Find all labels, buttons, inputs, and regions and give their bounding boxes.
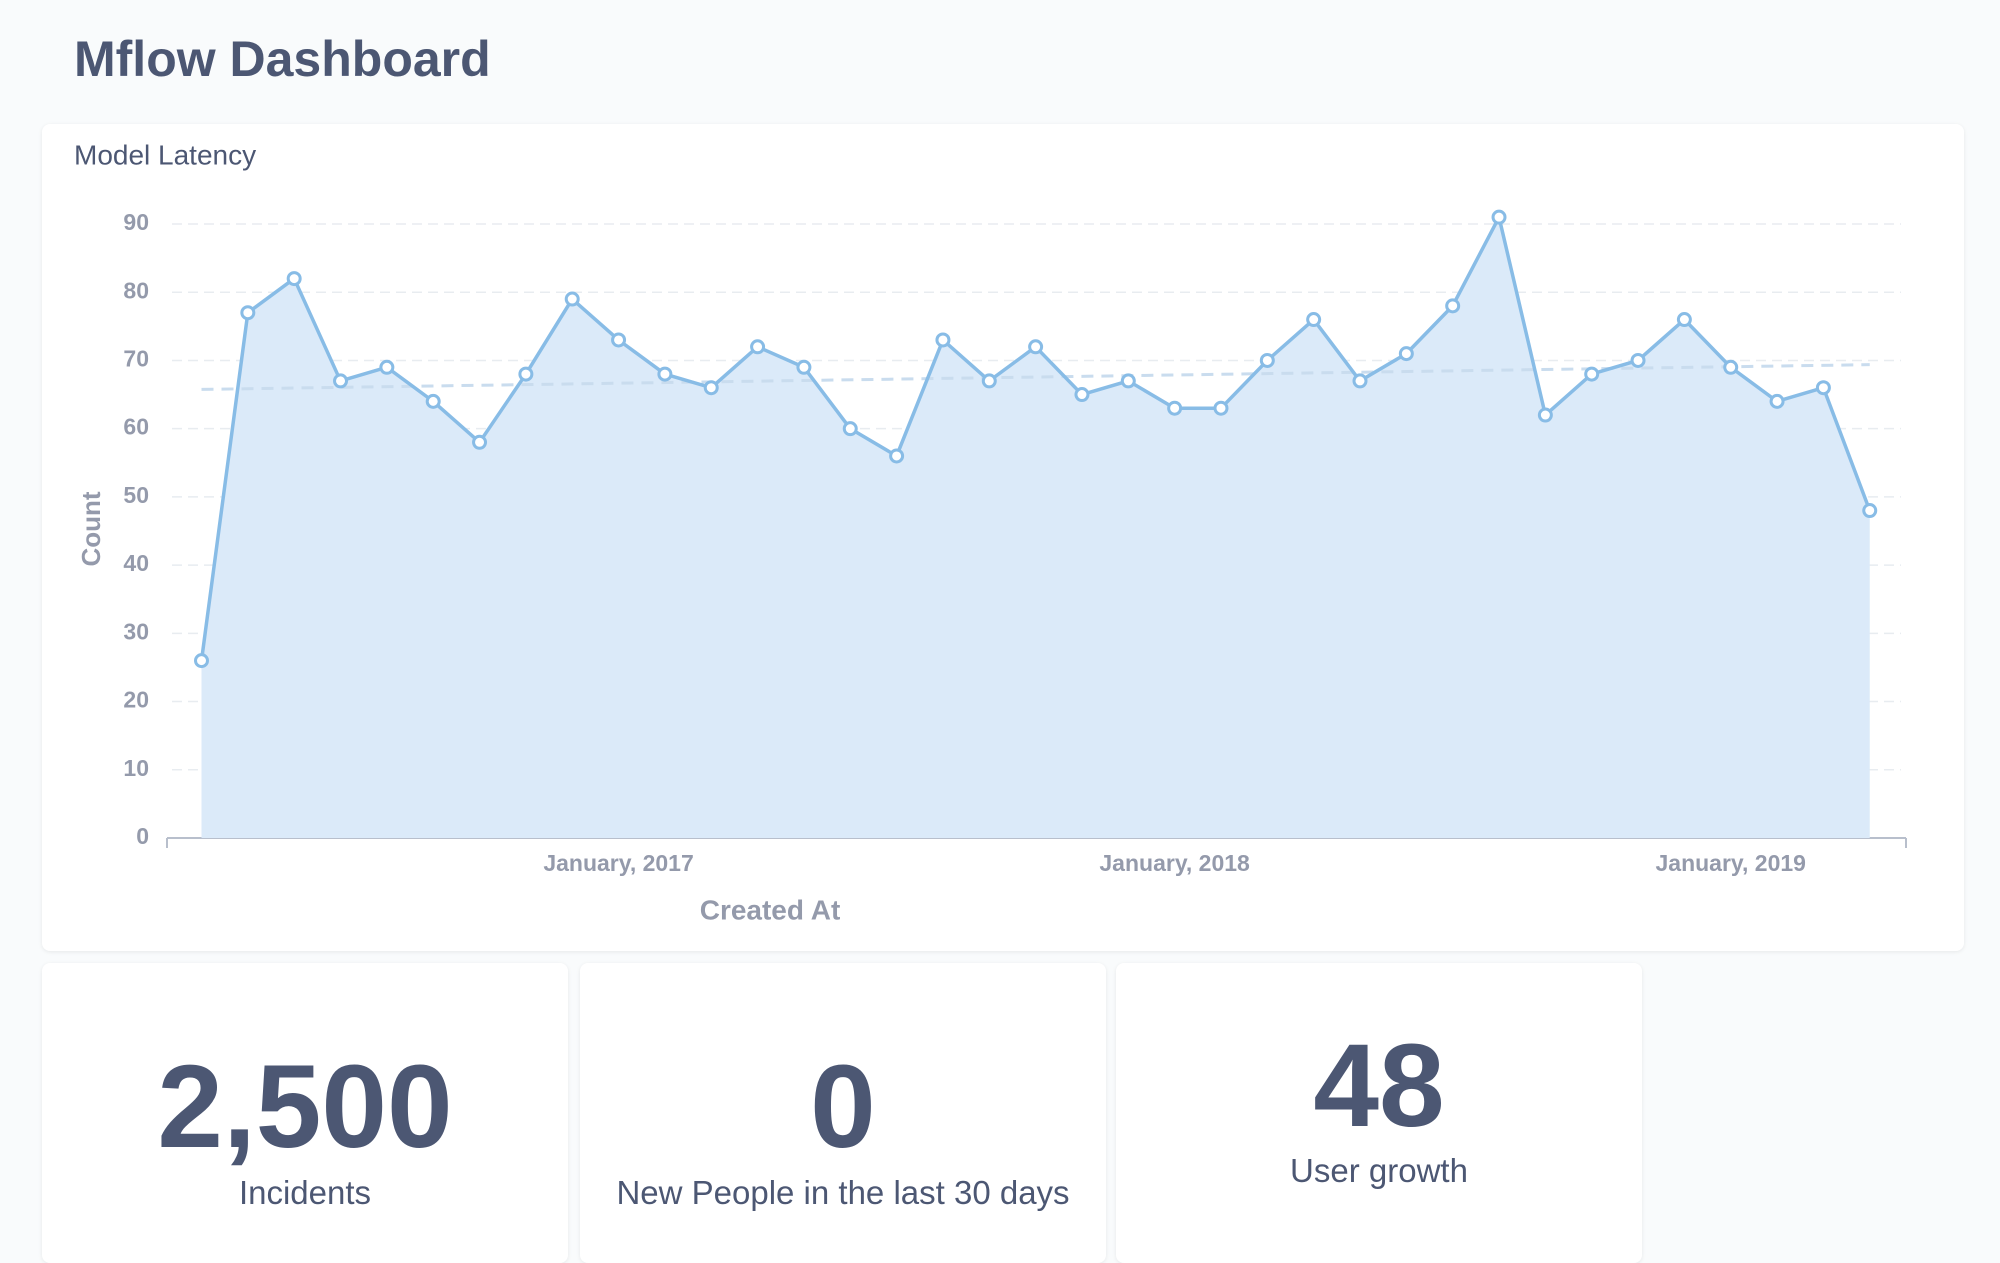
- data-point: [472, 434, 488, 450]
- dashboard-title: Mflow Dashboard: [74, 31, 491, 87]
- y-axis-label: Count: [76, 491, 106, 566]
- data-point: [333, 373, 349, 389]
- chart: Model Latency Created At Count 0 10 20 30 40…: [74, 139, 1907, 925]
- data-point: [1491, 209, 1507, 225]
- data-point: [657, 366, 673, 382]
- y-tick-label: 80: [123, 277, 149, 303]
- chart-title: Model Latency: [74, 139, 256, 170]
- area: [201, 217, 1870, 838]
- data-point: [1398, 346, 1414, 362]
- stat-label: Incidents: [238, 1174, 372, 1211]
- stat-card: 48 User growth: [1116, 963, 1642, 1263]
- data-point: [1769, 393, 1785, 409]
- stat-card: 2,500 Incidents: [42, 963, 568, 1263]
- data-point: [842, 421, 858, 437]
- stat-label: User growth: [1290, 1152, 1468, 1189]
- data-point: [1630, 352, 1646, 368]
- y-tick-label: 40: [123, 550, 149, 576]
- data-point: [1815, 380, 1831, 396]
- y-tick-label: 60: [123, 414, 149, 440]
- data-point: [611, 332, 627, 348]
- data-point: [425, 393, 441, 409]
- y-tick-label: 10: [123, 755, 149, 781]
- data-point: [1862, 503, 1878, 519]
- data-point: [1167, 400, 1183, 416]
- x-tick-label: January, 2017: [543, 850, 693, 876]
- data-point: [935, 332, 951, 348]
- data-point: [1213, 400, 1229, 416]
- data-point: [518, 366, 534, 382]
- y-tick-label: 70: [123, 346, 149, 372]
- data-point: [240, 305, 256, 321]
- data-point: [1306, 312, 1322, 328]
- stat-value: 0: [810, 1041, 876, 1173]
- data-point: [1120, 373, 1136, 389]
- y-tick-label: 50: [123, 482, 149, 508]
- y-tick-label: 30: [123, 618, 149, 644]
- data-point: [286, 271, 302, 287]
- data-point: [1259, 352, 1275, 368]
- data-point: [750, 339, 766, 355]
- data-point: [889, 448, 905, 464]
- data-point: [703, 380, 719, 396]
- data-point: [564, 291, 580, 307]
- data-point: [1074, 387, 1090, 403]
- x-axis-label: Created At: [700, 894, 841, 925]
- stat-card: 0 New People in the last 30 days: [580, 963, 1106, 1263]
- stat-value: 48: [1313, 1020, 1445, 1152]
- x-tick-label: January, 2018: [1099, 850, 1250, 876]
- data-point: [796, 359, 812, 375]
- data-point: [1676, 312, 1692, 328]
- y-tick-label: 0: [136, 823, 149, 849]
- data-point: [194, 653, 209, 669]
- data-point: [1723, 359, 1739, 375]
- data-point: [1584, 366, 1600, 382]
- data-point: [1445, 298, 1461, 314]
- data-point: [1537, 407, 1553, 423]
- chart-card: Model Latency Created At Count 0 10 20 30 40…: [42, 124, 1964, 951]
- data-point: [981, 373, 997, 389]
- x-tick-label: January, 2019: [1655, 850, 1805, 876]
- y-tick-label: 20: [123, 687, 149, 713]
- data-point: [379, 359, 395, 375]
- y-tick-label: 90: [123, 209, 149, 235]
- data-point: [1352, 373, 1368, 389]
- stat-label: New People in the last 30 days: [616, 1174, 1070, 1211]
- data-point: [1028, 339, 1044, 355]
- stat-value: 2,500: [157, 1041, 453, 1173]
